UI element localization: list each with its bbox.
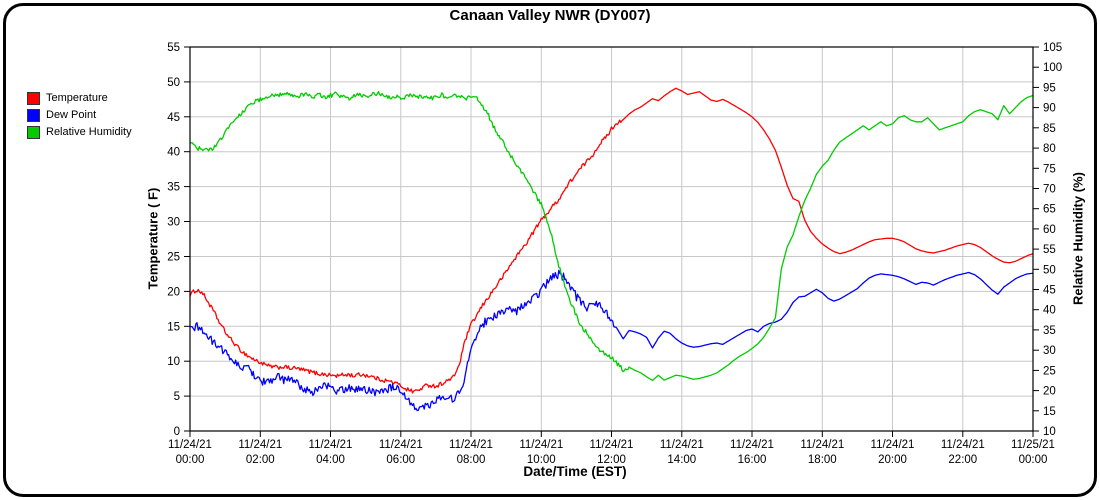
legend-item-dew-point: Dew Point xyxy=(27,107,132,124)
svg-text:70: 70 xyxy=(1043,184,1056,196)
svg-text:06:00: 06:00 xyxy=(386,454,415,466)
svg-text:11/24/21: 11/24/21 xyxy=(309,439,353,451)
legend-label: Dew Point xyxy=(46,109,97,121)
svg-text:11/24/21: 11/24/21 xyxy=(730,439,774,451)
svg-text:60: 60 xyxy=(1043,224,1056,236)
svg-text:50: 50 xyxy=(167,77,180,89)
dew-point-swatch-icon xyxy=(27,109,40,122)
svg-text:10:00: 10:00 xyxy=(527,454,556,466)
svg-text:12:00: 12:00 xyxy=(597,454,626,466)
legend-label: Temperature xyxy=(46,92,108,104)
svg-text:18:00: 18:00 xyxy=(808,454,837,466)
svg-text:11/24/21: 11/24/21 xyxy=(800,439,844,451)
svg-text:02:00: 02:00 xyxy=(246,454,275,466)
svg-text:16:00: 16:00 xyxy=(738,454,767,466)
axis-ticks xyxy=(184,46,1039,437)
svg-text:5: 5 xyxy=(174,391,180,403)
svg-text:00:00: 00:00 xyxy=(176,454,205,466)
svg-text:25: 25 xyxy=(1043,365,1056,377)
svg-text:100: 100 xyxy=(1043,62,1062,74)
svg-text:90: 90 xyxy=(1043,103,1056,115)
svg-text:50: 50 xyxy=(1043,264,1056,276)
svg-text:35: 35 xyxy=(167,182,180,194)
y-right-tick-labels: 10 15 20 25 30 35 40 45 50 55 60 65 70 75 80 85 90 95 100 1… xyxy=(1043,42,1062,438)
svg-text:85: 85 xyxy=(1043,123,1056,135)
svg-text:40: 40 xyxy=(167,147,180,159)
svg-text:15: 15 xyxy=(167,321,180,333)
svg-text:55: 55 xyxy=(167,42,180,54)
svg-text:08:00: 08:00 xyxy=(457,454,486,466)
svg-text:20: 20 xyxy=(167,286,180,298)
legend-item-relative-humidity: Relative Humidity xyxy=(27,124,132,141)
series-line-temperature xyxy=(189,87,1034,394)
legend-item-temperature: Temperature xyxy=(27,90,132,107)
svg-text:10: 10 xyxy=(1043,426,1056,438)
svg-text:30: 30 xyxy=(167,217,180,229)
svg-text:20: 20 xyxy=(1043,386,1056,398)
svg-text:55: 55 xyxy=(1043,244,1056,256)
outer-border xyxy=(3,3,1097,497)
svg-text:00:00: 00:00 xyxy=(1019,454,1048,466)
svg-text:95: 95 xyxy=(1043,82,1056,94)
svg-text:30: 30 xyxy=(1043,345,1056,357)
svg-text:65: 65 xyxy=(1043,204,1056,216)
svg-text:45: 45 xyxy=(1043,285,1056,297)
relative-humidity-swatch-icon xyxy=(27,126,40,139)
svg-text:25: 25 xyxy=(167,252,180,264)
svg-text:11/24/21: 11/24/21 xyxy=(449,439,493,451)
svg-text:11/24/21: 11/24/21 xyxy=(871,439,915,451)
svg-text:22:00: 22:00 xyxy=(948,454,977,466)
chart-title: Canaan Valley NWR (DY007) xyxy=(449,7,651,24)
temperature-swatch-icon xyxy=(27,92,40,105)
gridlines xyxy=(190,47,1033,431)
svg-text:80: 80 xyxy=(1043,143,1056,155)
svg-text:11/24/21: 11/24/21 xyxy=(941,439,985,451)
svg-text:40: 40 xyxy=(1043,305,1056,317)
svg-text:11/25/21: 11/25/21 xyxy=(1011,439,1055,451)
svg-text:0: 0 xyxy=(174,426,180,438)
svg-text:11/24/21: 11/24/21 xyxy=(590,439,634,451)
svg-text:11/24/21: 11/24/21 xyxy=(238,439,282,451)
plot-border xyxy=(189,46,1034,432)
svg-text:35: 35 xyxy=(1043,325,1056,337)
svg-text:15: 15 xyxy=(1043,406,1056,418)
svg-text:14:00: 14:00 xyxy=(667,454,696,466)
series-line-relative-humidity xyxy=(189,90,1034,382)
svg-text:20:00: 20:00 xyxy=(878,454,907,466)
svg-text:75: 75 xyxy=(1043,163,1056,175)
svg-text:10: 10 xyxy=(167,356,180,368)
series-line-dew-point xyxy=(189,269,1034,412)
svg-text:11/24/21: 11/24/21 xyxy=(168,439,212,451)
y-left-tick-labels: 0 5 10 15 20 25 30 35 40 45 50 55 xyxy=(167,42,180,438)
x-tick-labels: 11/24/21 00:00 11/24/21 02:00 11/24/21 04:00 1… xyxy=(168,439,1055,466)
svg-text:45: 45 xyxy=(167,112,180,124)
legend-label: Relative Humidity xyxy=(46,126,132,138)
svg-text:11/24/21: 11/24/21 xyxy=(379,439,423,451)
svg-text:11/24/21: 11/24/21 xyxy=(519,439,563,451)
svg-text:04:00: 04:00 xyxy=(316,454,345,466)
svg-text:105: 105 xyxy=(1043,42,1062,54)
x-axis-title: Date/Time (EST) xyxy=(523,464,627,479)
svg-text:11/24/21: 11/24/21 xyxy=(660,439,704,451)
legend: Temperature Dew Point Relative Humidity xyxy=(27,90,132,141)
